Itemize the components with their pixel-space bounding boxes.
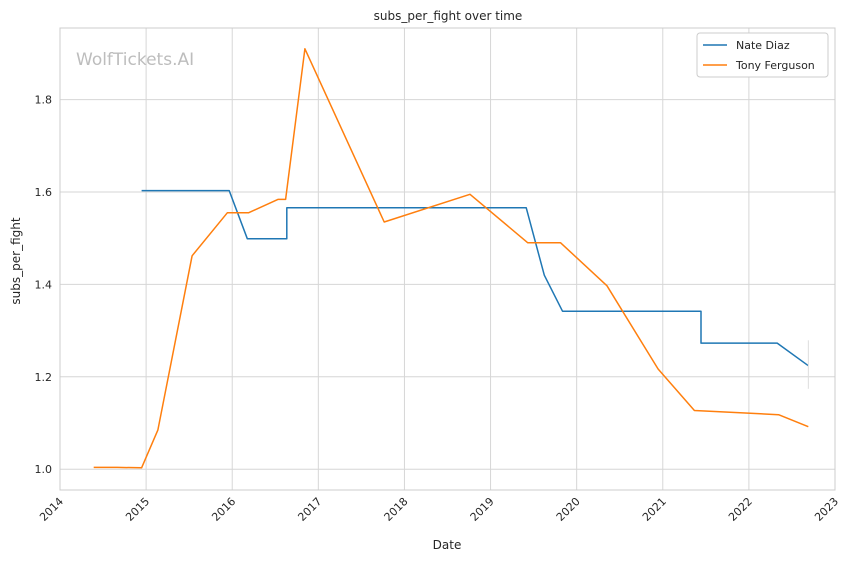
x-tick-label: 2017 bbox=[295, 495, 324, 524]
x-tick-label: 2016 bbox=[209, 495, 238, 524]
x-tick-label: 2014 bbox=[37, 495, 66, 524]
legend-box bbox=[696, 32, 829, 78]
x-axis-ticks: 2014 2015 2016 2017 2018 2019 2020 2021 2022 2023 bbox=[37, 495, 841, 524]
x-tick-label: 2022 bbox=[726, 495, 755, 524]
chart-title: subs_per_fight over time bbox=[374, 9, 523, 23]
plot-area-frame bbox=[59, 27, 836, 491]
y-axis-label: subs_per_fight bbox=[9, 217, 23, 304]
x-axis-label: Date bbox=[433, 538, 462, 552]
series-line-tony-ferguson bbox=[93, 48, 809, 469]
series-line-nate-diaz bbox=[141, 189, 809, 367]
y-tick-label: 1.0 bbox=[35, 463, 53, 476]
x-tick-label: 2019 bbox=[468, 495, 497, 524]
legend-label: Nate Diaz bbox=[736, 39, 790, 52]
watermark: WolfTickets.AI bbox=[76, 50, 194, 70]
legend: Nate Diaz Tony Ferguson bbox=[696, 32, 829, 78]
x-tick-label: 2020 bbox=[554, 495, 583, 524]
y-tick-label: 1.2 bbox=[35, 371, 53, 384]
series-lines bbox=[93, 48, 809, 469]
y-axis-ticks: 1.0 1.2 1.4 1.6 1.8 bbox=[35, 94, 53, 477]
y-tick-label: 1.6 bbox=[35, 186, 53, 199]
x-tick-label: 2023 bbox=[812, 495, 841, 524]
legend-label: Tony Ferguson bbox=[735, 59, 815, 72]
y-tick-label: 1.8 bbox=[35, 94, 53, 107]
x-tick-label: 2018 bbox=[382, 495, 411, 524]
grid bbox=[59, 28, 836, 490]
x-tick-label: 2021 bbox=[640, 495, 669, 524]
y-tick-label: 1.4 bbox=[35, 278, 53, 291]
x-tick-label: 2015 bbox=[123, 495, 152, 524]
